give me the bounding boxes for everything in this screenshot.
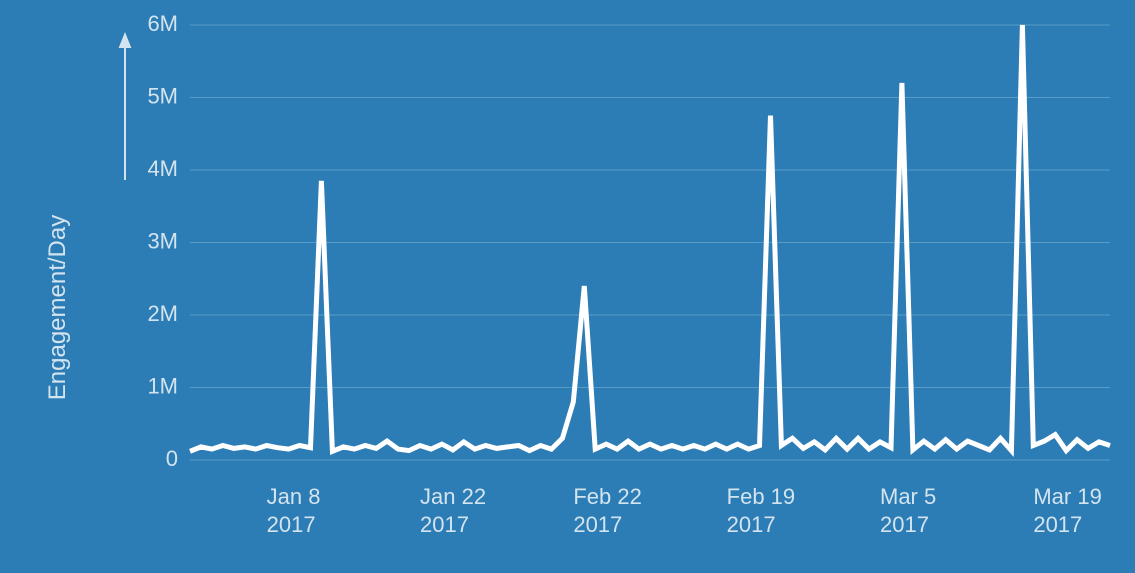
y-tick-label: 2M (147, 301, 178, 326)
chart-svg: 0 1M 2M 3M 4M 5M 6M Jan 8 2017 Jan 22 2017 Feb 22 20… (0, 0, 1135, 573)
x-tick-label-line1: Mar 19 (1033, 484, 1101, 509)
y-tick-label: 3M (147, 228, 178, 253)
x-tick-label-line2: 2017 (880, 512, 929, 537)
y-tick-label: 4M (147, 156, 178, 181)
x-tick-label-line1: Feb 22 (573, 484, 642, 509)
y-tick-label: 6M (147, 11, 178, 36)
x-tick-label-line2: 2017 (727, 512, 776, 537)
x-tick-label-line2: 2017 (1033, 512, 1082, 537)
y-axis-title: Engagement/Day (44, 215, 71, 400)
y-tick-label: 5M (147, 83, 178, 108)
y-tick-label: 0 (166, 446, 178, 471)
x-tick-label-line1: Jan 22 (420, 484, 486, 509)
axis-arrow-head (119, 32, 132, 48)
y-tick-label: 1M (147, 373, 178, 398)
x-tick-label-line1: Jan 8 (267, 484, 321, 509)
x-tick-label-line1: Feb 19 (727, 484, 796, 509)
x-tick-label-line2: 2017 (420, 512, 469, 537)
x-tick-label-line1: Mar 5 (880, 484, 936, 509)
x-tick-label-line2: 2017 (573, 512, 622, 537)
x-tick-label-line2: 2017 (267, 512, 316, 537)
engagement-line-chart: 0 1M 2M 3M 4M 5M 6M Jan 8 2017 Jan 22 2017 Feb 22 20… (0, 0, 1135, 573)
